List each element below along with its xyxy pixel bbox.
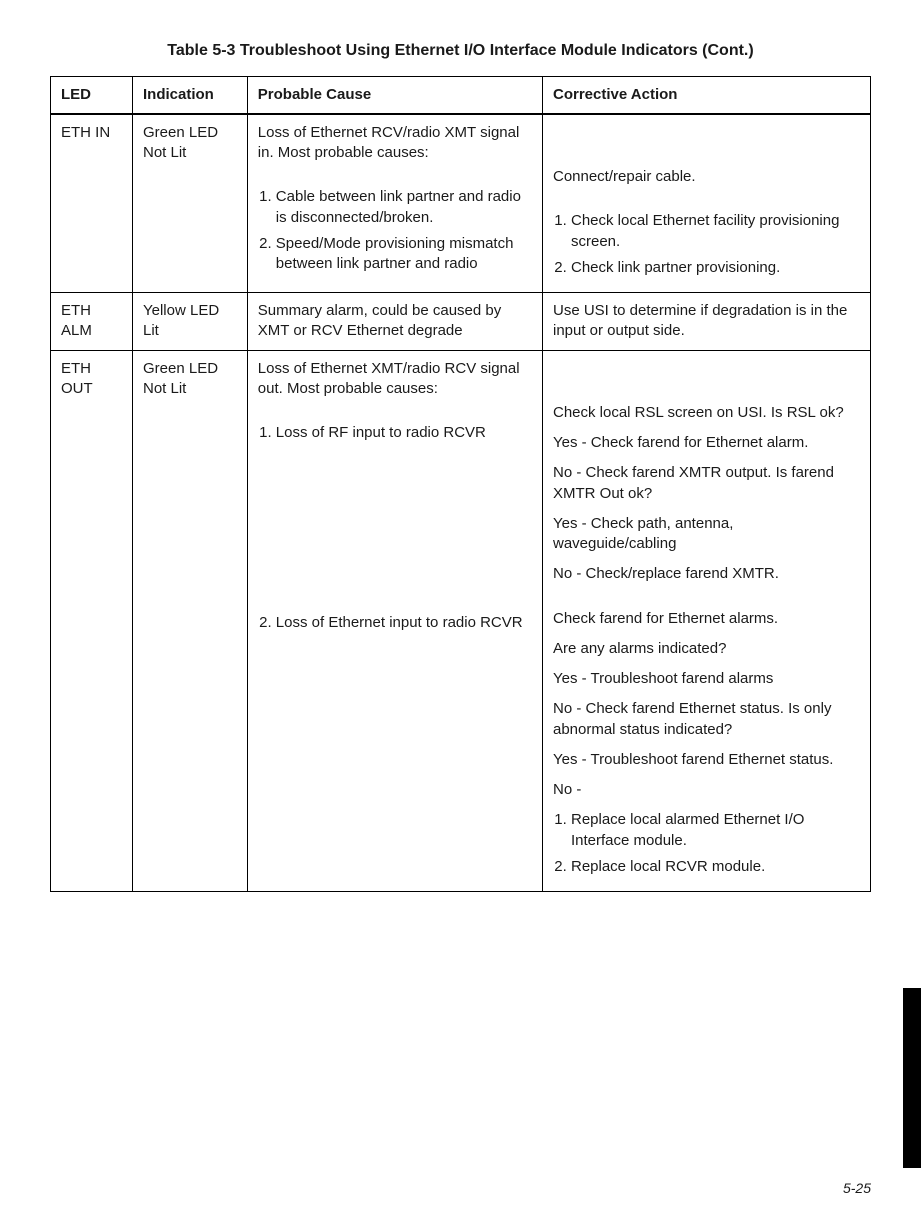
page-tab-marker — [903, 988, 921, 1168]
cause-item: Loss of RF input to radio RCVR — [276, 423, 532, 443]
cell-cause: Summary alarm, could be caused by XMT or… — [247, 293, 542, 351]
table-row: ETH IN Green LED Not Lit Loss of Etherne… — [51, 114, 871, 293]
action-text: Connect/repair cable. — [553, 167, 860, 187]
col-action: Corrective Action — [542, 76, 870, 114]
action-text: Yes - Troubleshoot farend alarms — [553, 669, 860, 689]
cause-intro: Loss of Ethernet RCV/radio XMT signal in… — [258, 123, 532, 164]
action-text: No - Check/replace farend XMTR. — [553, 564, 860, 584]
action-text: Yes - Check path, antenna, waveguide/cab… — [553, 514, 860, 555]
action-item: Check link partner provisioning. — [571, 258, 860, 278]
action-text: Yes - Troubleshoot farend Ethernet statu… — [553, 750, 860, 770]
table-title: Table 5-3 Troubleshoot Using Ethernet I/… — [50, 40, 871, 62]
cause-intro: Loss of Ethernet XMT/radio RCV signal ou… — [258, 359, 532, 400]
col-led: LED — [51, 76, 133, 114]
action-text: No - Check farend Ethernet status. Is on… — [553, 699, 860, 740]
page-number: 5-25 — [843, 1179, 871, 1198]
col-indication: Indication — [133, 76, 248, 114]
action-text: Yes - Check farend for Ethernet alarm. — [553, 433, 860, 453]
action-text: Check farend for Ethernet alarms. — [553, 609, 860, 629]
action-list: Replace local alarmed Ethernet I/O Inter… — [553, 810, 860, 877]
cell-indication: Green LED Not Lit — [133, 350, 248, 892]
cell-cause: Loss of Ethernet XMT/radio RCV signal ou… — [247, 350, 542, 892]
col-cause: Probable Cause — [247, 76, 542, 114]
table-row: ETH ALM Yellow LED Lit Summary alarm, co… — [51, 293, 871, 351]
troubleshoot-table: LED Indication Probable Cause Corrective… — [50, 76, 871, 893]
cell-cause: Loss of Ethernet RCV/radio XMT signal in… — [247, 114, 542, 293]
cause-item: Speed/Mode provisioning mismatch between… — [276, 234, 532, 275]
table-row: ETH OUT Green LED Not Lit Loss of Ethern… — [51, 350, 871, 892]
cell-action: Use USI to determine if degradation is i… — [542, 293, 870, 351]
table-header-row: LED Indication Probable Cause Corrective… — [51, 76, 871, 114]
cause-list: Cable between link partner and radio is … — [258, 187, 532, 274]
cell-indication: Green LED Not Lit — [133, 114, 248, 293]
action-item: Replace local alarmed Ethernet I/O Inter… — [571, 810, 860, 851]
cell-led: ETH IN — [51, 114, 133, 293]
cell-action: . Check local RSL screen on USI. Is RSL … — [542, 350, 870, 892]
cell-led: ETH OUT — [51, 350, 133, 892]
action-text: No - — [553, 780, 860, 800]
cell-indication: Yellow LED Lit — [133, 293, 248, 351]
action-list: Check local Ethernet facility provisioni… — [553, 211, 860, 278]
cell-action: . Connect/repair cable. Check local Ethe… — [542, 114, 870, 293]
cause-list: Loss of RF input to radio RCVR Loss of E… — [258, 423, 532, 634]
action-text: Are any alarms indicated? — [553, 639, 860, 659]
action-text: Check local RSL screen on USI. Is RSL ok… — [553, 403, 860, 423]
cell-led: ETH ALM — [51, 293, 133, 351]
action-item: Check local Ethernet facility provisioni… — [571, 211, 860, 252]
action-text: No - Check farend XMTR output. Is farend… — [553, 463, 860, 504]
cause-item: Cable between link partner and radio is … — [276, 187, 532, 228]
cause-item: Loss of Ethernet input to radio RCVR — [276, 613, 532, 633]
action-item: Replace local RCVR module. — [571, 857, 860, 877]
